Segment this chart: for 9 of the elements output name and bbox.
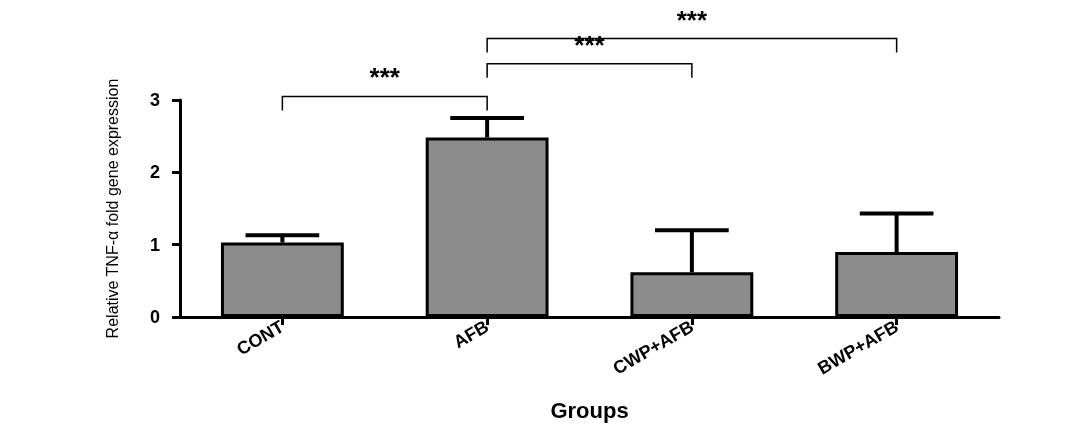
y-tick-label: 3	[149, 90, 160, 110]
x-axis-title: Groups	[550, 397, 629, 423]
text: ***	[676, 4, 708, 35]
x-tick-label: AFB	[450, 316, 493, 353]
y-tick-label: 1	[149, 234, 160, 255]
y-tick-label: 2	[149, 162, 160, 183]
y-axis-title: Relative TNF-α fold gene expression	[103, 78, 121, 339]
text: ***	[369, 62, 401, 93]
y-tick-label: 0	[149, 307, 160, 327]
